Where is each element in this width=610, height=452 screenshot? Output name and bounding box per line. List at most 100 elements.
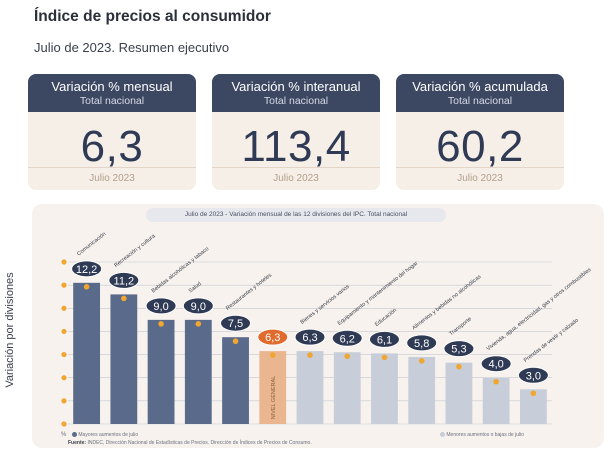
category-label: Bebidas alcohólicas y tabaco xyxy=(151,246,211,294)
category-label: Educación xyxy=(374,307,398,328)
bar-value-label: 6,2 xyxy=(340,333,355,345)
card-header: Variación % interanual Total nacional xyxy=(212,74,380,112)
chart-title: Julio de 2023 - Variación mensual de las… xyxy=(146,208,446,222)
card-period: Julio 2023 xyxy=(212,167,380,190)
bar-top-dot xyxy=(530,390,537,397)
legend-menor-swatch xyxy=(440,432,445,438)
category-label: Recreación y cultura xyxy=(113,233,157,269)
bar-value-label: 4,0 xyxy=(489,359,504,371)
legend-menor: Menores aumentos o bajas de julio xyxy=(440,432,524,438)
legend-menor-label: Menores aumentos o bajas de julio xyxy=(446,432,524,438)
category-label: Restaurantes y hoteles xyxy=(225,272,273,312)
value-bubble xyxy=(368,330,400,348)
bar-top-dot xyxy=(232,338,239,345)
bar-top-dot xyxy=(195,321,202,327)
bar-top-dot xyxy=(269,352,276,358)
source-text: INDEC, Dirección Nacional de Estadística… xyxy=(87,440,312,446)
card-value: 113,4 xyxy=(241,122,351,171)
y-tick-dot xyxy=(61,282,67,288)
bar-top-dot xyxy=(307,352,313,358)
bar-top-dot xyxy=(418,358,425,364)
bar xyxy=(110,294,138,424)
bar xyxy=(73,282,101,424)
y-tick-dot xyxy=(61,351,67,358)
legend-mayor-label: Mayores aumentos de julio xyxy=(78,432,139,438)
card-monthly: Variación % mensual Total nacional 6,3 J… xyxy=(28,74,196,190)
card-title: Variación % mensual xyxy=(51,79,173,94)
value-bubble xyxy=(294,328,326,346)
bar xyxy=(222,337,249,424)
value-bubble xyxy=(406,334,438,352)
bar xyxy=(296,351,324,424)
bar-value-label: 3,0 xyxy=(526,370,541,382)
category-label: Transporte xyxy=(448,316,473,337)
bar-top-dot xyxy=(344,353,351,360)
bar-top-dot xyxy=(381,354,388,361)
bar xyxy=(259,351,287,424)
card-title: Variación % acumulada xyxy=(412,79,548,94)
card-subtitle: Total nacional xyxy=(79,95,145,107)
y-axis-unit: % xyxy=(61,432,67,438)
card-period: Julio 2023 xyxy=(28,167,196,190)
bar xyxy=(408,356,436,424)
bar xyxy=(333,352,361,424)
bar xyxy=(371,353,398,424)
bar xyxy=(482,377,510,424)
value-bubble xyxy=(257,328,289,346)
y-tick-dot xyxy=(61,398,67,404)
category-label: Alimentos y bebidas no alcohólicas xyxy=(411,274,482,332)
page-title: Índice de precios al consumidor xyxy=(34,8,271,25)
bar-value-label: 12,2 xyxy=(76,264,97,276)
category-label: NIVEL GENERAL xyxy=(271,376,277,420)
value-bubble xyxy=(443,340,475,358)
y-tick-dot xyxy=(61,421,67,427)
bar-value-label: 6,3 xyxy=(302,332,317,344)
bar-value-label: 7,5 xyxy=(228,318,243,330)
bar-top-dot xyxy=(83,284,90,290)
value-bubble xyxy=(108,271,140,289)
card-value: 6,3 xyxy=(80,122,144,171)
bar-top-dot xyxy=(493,378,499,385)
category-label: Vivienda, agua, electricidad, gas y otro… xyxy=(486,267,593,352)
bar-top-dot xyxy=(456,363,462,370)
bar-value-label: 5,8 xyxy=(414,338,429,350)
bar xyxy=(445,362,473,424)
card-subtitle: Total nacional xyxy=(447,95,513,107)
bar-value-label: 9,0 xyxy=(191,301,206,313)
card-subtitle: Total nacional xyxy=(263,95,329,107)
card-period: Julio 2023 xyxy=(396,167,564,190)
bar-value-label: 6,1 xyxy=(377,334,392,346)
y-tick-dot xyxy=(61,328,67,335)
bar-value-label: 6,3 xyxy=(265,332,280,344)
value-bubble xyxy=(71,260,103,278)
source-label: Fuente: xyxy=(68,440,87,446)
value-bubble xyxy=(182,297,214,315)
card-yearly: Variación % interanual Total nacional 11… xyxy=(212,74,380,190)
y-tick-dot xyxy=(61,305,67,311)
value-bubble xyxy=(145,297,177,315)
card-header: Variación % acumulada Total nacional xyxy=(396,74,564,112)
card-title: Variación % interanual xyxy=(231,79,361,94)
bar-value-label: 5,3 xyxy=(451,344,466,356)
source-note: Fuente: INDEC, Dirección Nacional de Est… xyxy=(68,440,312,446)
page-subtitle: Julio de 2023. Resumen ejecutivo xyxy=(34,40,230,55)
legend-mayor: Mayores aumentos de julio xyxy=(72,432,138,438)
y-tick-dot xyxy=(61,375,67,381)
card-value: 60,2 xyxy=(436,122,524,171)
card-header: Variación % mensual Total nacional xyxy=(28,74,196,112)
legend-mayor-swatch xyxy=(72,432,77,438)
value-bubble xyxy=(331,329,363,347)
value-bubble xyxy=(480,355,512,373)
bar xyxy=(184,319,212,424)
bar-value-label: 9,0 xyxy=(153,301,168,313)
category-label: Equipamiento y mantenimiento del hogar xyxy=(337,260,420,326)
card-cumulative: Variación % acumulada Total nacional 60,… xyxy=(396,74,564,190)
bar-top-dot xyxy=(121,295,127,302)
category-label: Comunicación xyxy=(76,231,107,257)
value-bubble xyxy=(517,366,549,384)
value-bubble xyxy=(220,314,252,332)
y-tick-dot xyxy=(61,259,67,265)
category-label: Prendas de vestir y calzado xyxy=(523,318,580,364)
category-label: Salud xyxy=(188,281,203,294)
